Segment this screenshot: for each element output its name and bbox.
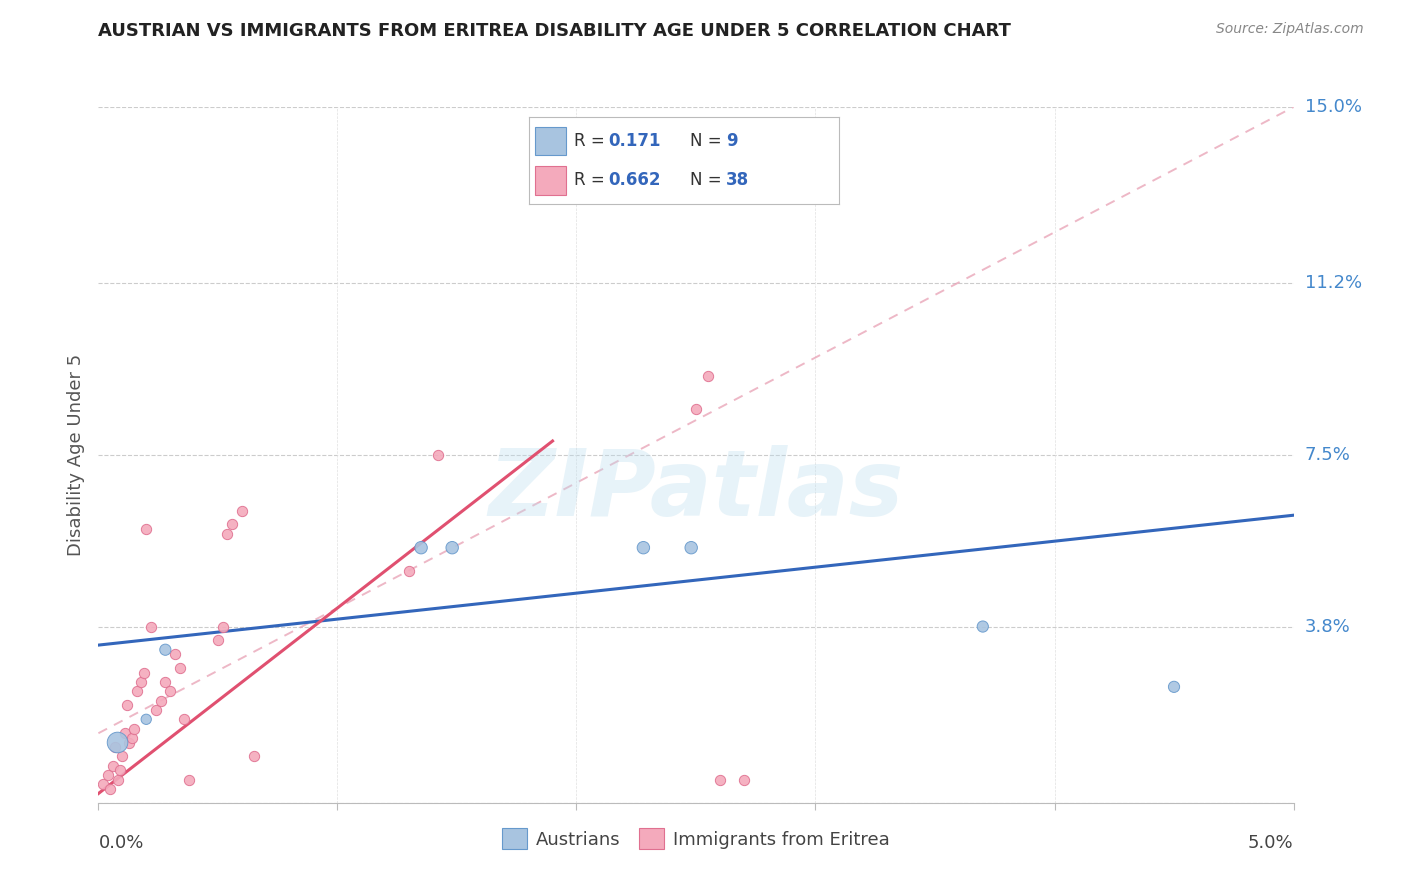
Point bbox=[139, 619, 162, 633]
Point bbox=[107, 735, 129, 749]
Point bbox=[163, 648, 186, 662]
Text: 11.2%: 11.2% bbox=[1305, 275, 1362, 293]
Legend: Austrians, Immigrants from Eritrea: Austrians, Immigrants from Eritrea bbox=[495, 822, 897, 856]
Point bbox=[733, 772, 755, 787]
Point bbox=[91, 777, 114, 791]
Point bbox=[125, 684, 148, 698]
Point bbox=[709, 772, 731, 787]
Point bbox=[97, 768, 120, 782]
Point bbox=[132, 665, 155, 680]
Point bbox=[114, 726, 136, 740]
Point bbox=[101, 758, 124, 772]
Point bbox=[124, 722, 146, 736]
Point bbox=[115, 698, 138, 713]
Point bbox=[221, 517, 243, 532]
Point bbox=[104, 740, 127, 755]
Point bbox=[681, 541, 703, 555]
Text: 3.8%: 3.8% bbox=[1305, 617, 1350, 635]
Point bbox=[169, 661, 191, 675]
Point bbox=[135, 712, 157, 726]
Point bbox=[131, 675, 153, 690]
Point bbox=[231, 503, 253, 517]
Point bbox=[108, 764, 131, 778]
Point bbox=[217, 526, 239, 541]
Point bbox=[972, 619, 994, 633]
Text: 0.0%: 0.0% bbox=[98, 834, 143, 852]
Point bbox=[155, 642, 177, 657]
Point bbox=[149, 694, 172, 708]
Point bbox=[173, 712, 195, 726]
Point bbox=[696, 369, 718, 384]
Text: Source: ZipAtlas.com: Source: ZipAtlas.com bbox=[1216, 22, 1364, 37]
Point bbox=[118, 735, 141, 749]
Point bbox=[1163, 680, 1185, 694]
Point bbox=[411, 541, 433, 555]
Point bbox=[207, 633, 229, 648]
Point bbox=[441, 541, 464, 555]
Point bbox=[179, 772, 201, 787]
Text: 7.5%: 7.5% bbox=[1305, 446, 1351, 464]
Point bbox=[145, 703, 167, 717]
Point bbox=[685, 401, 707, 416]
Text: AUSTRIAN VS IMMIGRANTS FROM ERITREA DISABILITY AGE UNDER 5 CORRELATION CHART: AUSTRIAN VS IMMIGRANTS FROM ERITREA DISA… bbox=[98, 22, 1011, 40]
Point bbox=[121, 731, 143, 745]
Point bbox=[155, 675, 177, 690]
Point bbox=[111, 749, 134, 764]
Point bbox=[135, 522, 157, 536]
Text: 15.0%: 15.0% bbox=[1305, 98, 1361, 116]
Text: 5.0%: 5.0% bbox=[1249, 834, 1294, 852]
Point bbox=[159, 684, 181, 698]
Point bbox=[107, 772, 129, 787]
Point bbox=[398, 564, 420, 578]
Point bbox=[98, 781, 122, 796]
Point bbox=[426, 448, 449, 462]
Point bbox=[633, 541, 655, 555]
Text: ZIPatlas: ZIPatlas bbox=[488, 445, 904, 534]
Y-axis label: Disability Age Under 5: Disability Age Under 5 bbox=[66, 354, 84, 556]
Point bbox=[243, 749, 266, 764]
Point bbox=[211, 619, 233, 633]
